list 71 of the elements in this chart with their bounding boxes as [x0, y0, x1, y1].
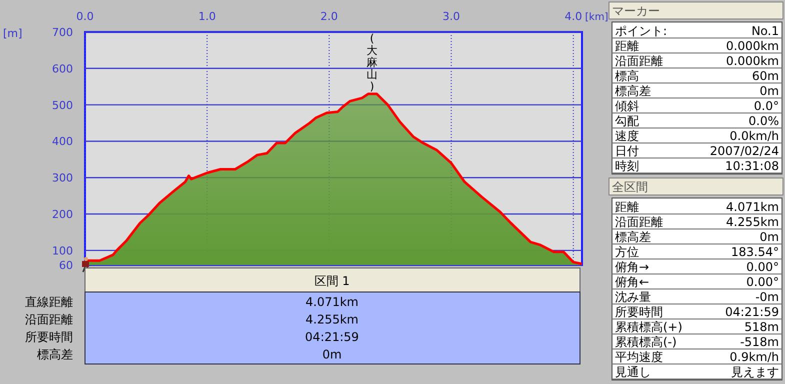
text: No.1 — [751, 24, 779, 38]
y-tick-label: 300 — [52, 172, 73, 185]
text: -518m — [740, 335, 779, 349]
text: 直線距離 — [25, 295, 73, 309]
text: 俯角← — [615, 275, 650, 289]
text: 0m — [760, 230, 779, 244]
text: 速度 — [615, 129, 639, 143]
text: 0.0% — [748, 114, 779, 128]
text: 見通し — [615, 365, 651, 379]
text: 0m — [760, 84, 779, 98]
text: 見えます — [731, 365, 779, 379]
text: 累積標高(+) — [615, 320, 682, 334]
text: 方位 — [615, 245, 639, 259]
text: 標高差 — [615, 230, 651, 244]
text: 勾配 — [615, 114, 639, 128]
text: 0m — [322, 348, 342, 362]
x-tick-label: 2.0 — [320, 10, 338, 23]
text: 0.0km/h — [730, 129, 779, 143]
text: 4.255km — [726, 215, 779, 229]
text: 4.255km — [306, 312, 358, 326]
text: マーカー — [612, 4, 660, 18]
text: 標高差 — [615, 84, 651, 98]
text: 0.000km — [726, 39, 779, 53]
text: 0.00° — [746, 275, 779, 289]
text: 区間 1 — [314, 274, 350, 288]
text: 沿面距離 — [615, 215, 663, 229]
y-axis-title: [m] — [3, 27, 22, 40]
x-tick-label: 4.0 — [564, 10, 582, 23]
y-tick-label: 200 — [52, 208, 73, 222]
text: 傾斜 — [615, 99, 639, 113]
text: ポイント: — [615, 24, 668, 38]
text: 0.0° — [754, 99, 779, 113]
text: 0.9km/h — [730, 350, 779, 364]
text: 4.071km — [726, 200, 779, 214]
y-tick-label: 100 — [52, 244, 73, 258]
text: 10:31:08 — [725, 159, 779, 173]
text: 沿面距離 — [615, 54, 663, 68]
text: 全区間 — [612, 180, 648, 194]
text: -0m — [755, 290, 779, 304]
text: 所要時間 — [615, 305, 663, 319]
x-tick-label: 1.0 — [198, 10, 216, 23]
x-axis-title: [km] — [585, 12, 608, 23]
y-tick-label: 60 — [59, 259, 73, 272]
text: 183.54° — [731, 245, 779, 259]
text: 日付 — [615, 144, 639, 158]
y-tick-label: 500 — [52, 98, 73, 112]
y-tick-label: 600 — [52, 62, 73, 76]
text: 4.071km — [306, 295, 358, 309]
text: 沈み量 — [615, 290, 651, 304]
y-tick-label: 700 — [52, 26, 73, 39]
text: 標高差 — [37, 348, 73, 362]
text: 0.00° — [746, 260, 779, 274]
text: 所要時間 — [25, 330, 73, 344]
text: 距離 — [615, 39, 639, 53]
text: 60m — [752, 69, 779, 83]
x-tick-label: 0.0 — [76, 10, 94, 23]
text: 0.000km — [726, 54, 779, 68]
text: 04:21:59 — [305, 330, 359, 344]
text: 俯角→ — [615, 260, 650, 274]
text: 04:21:59 — [725, 305, 779, 319]
x-tick-label: 3.0 — [442, 10, 460, 23]
text: 平均速度 — [615, 350, 663, 364]
text: 2007/02/24 — [710, 144, 779, 158]
annotation: (大麻山) — [366, 32, 378, 93]
y-tick-label: 400 — [52, 135, 73, 148]
text: 標高 — [615, 69, 639, 83]
text: 距離 — [615, 200, 639, 214]
text: 時刻 — [615, 159, 639, 173]
text: 累積標高(-) — [615, 335, 677, 349]
text: 沿面距離 — [25, 312, 73, 326]
text: 518m — [744, 320, 779, 334]
